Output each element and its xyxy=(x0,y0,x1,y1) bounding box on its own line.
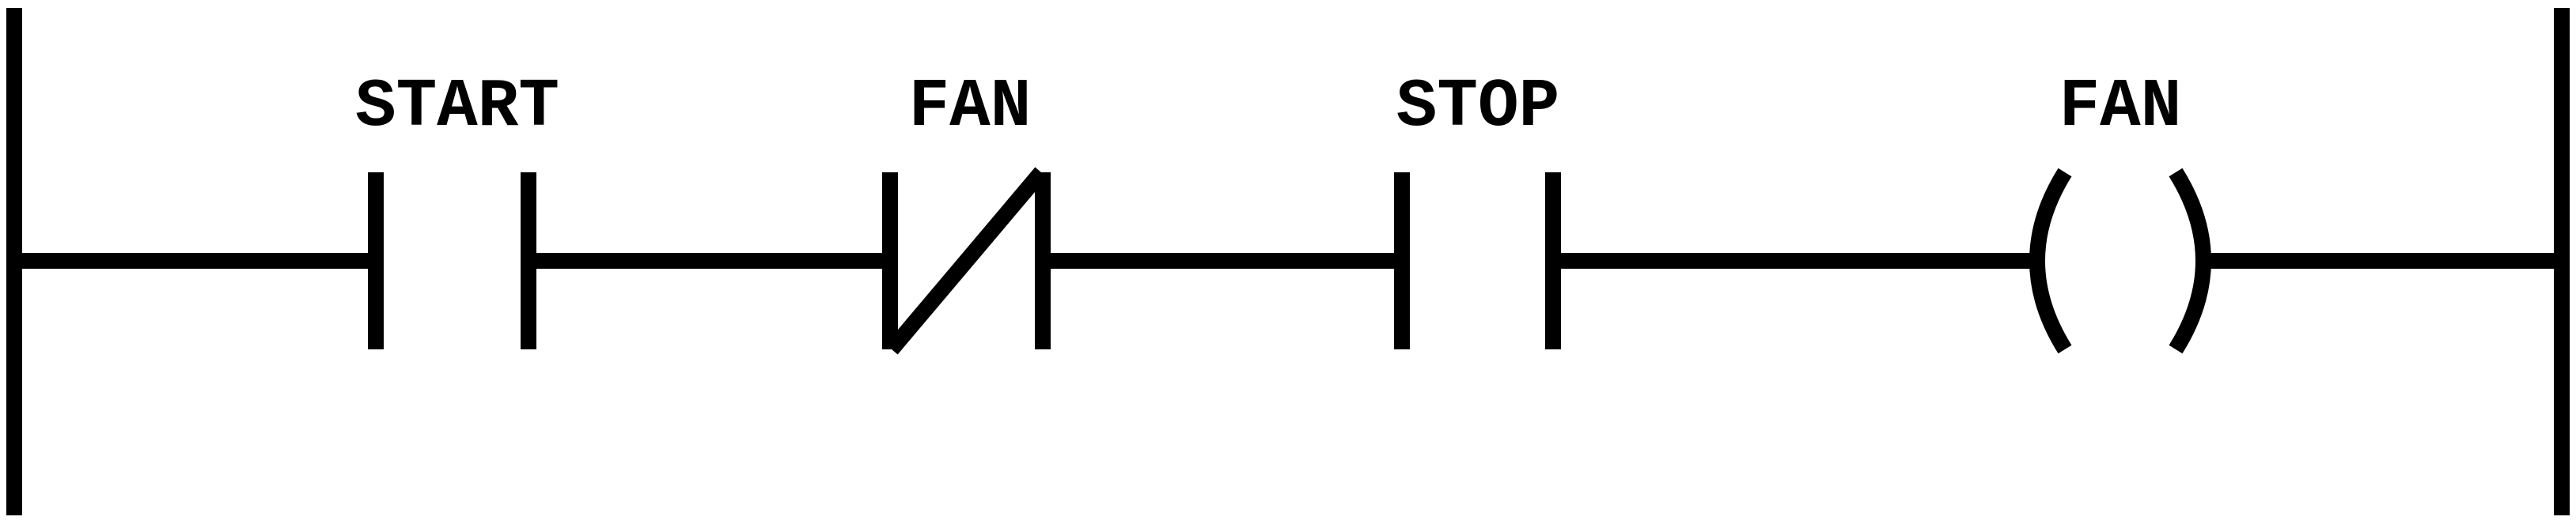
start-contact-label: START xyxy=(355,68,559,145)
normally-closed-slash xyxy=(885,167,1047,355)
coil-right-paren xyxy=(2169,168,2211,354)
fan-output-coil: FAN xyxy=(2029,68,2211,354)
stop-contact-label: STOP xyxy=(1396,68,1559,145)
fan-contact-label: FAN xyxy=(909,68,1032,145)
fan-nc-contact: FAN xyxy=(882,68,1051,355)
stop-contact: STOP xyxy=(1394,68,1561,349)
coil-left-paren xyxy=(2029,168,2072,354)
fan-coil-label: FAN xyxy=(2059,68,2182,145)
start-contact: START xyxy=(355,68,559,349)
